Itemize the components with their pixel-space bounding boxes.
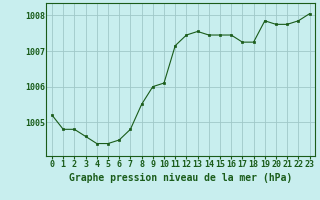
X-axis label: Graphe pression niveau de la mer (hPa): Graphe pression niveau de la mer (hPa) — [69, 173, 292, 183]
